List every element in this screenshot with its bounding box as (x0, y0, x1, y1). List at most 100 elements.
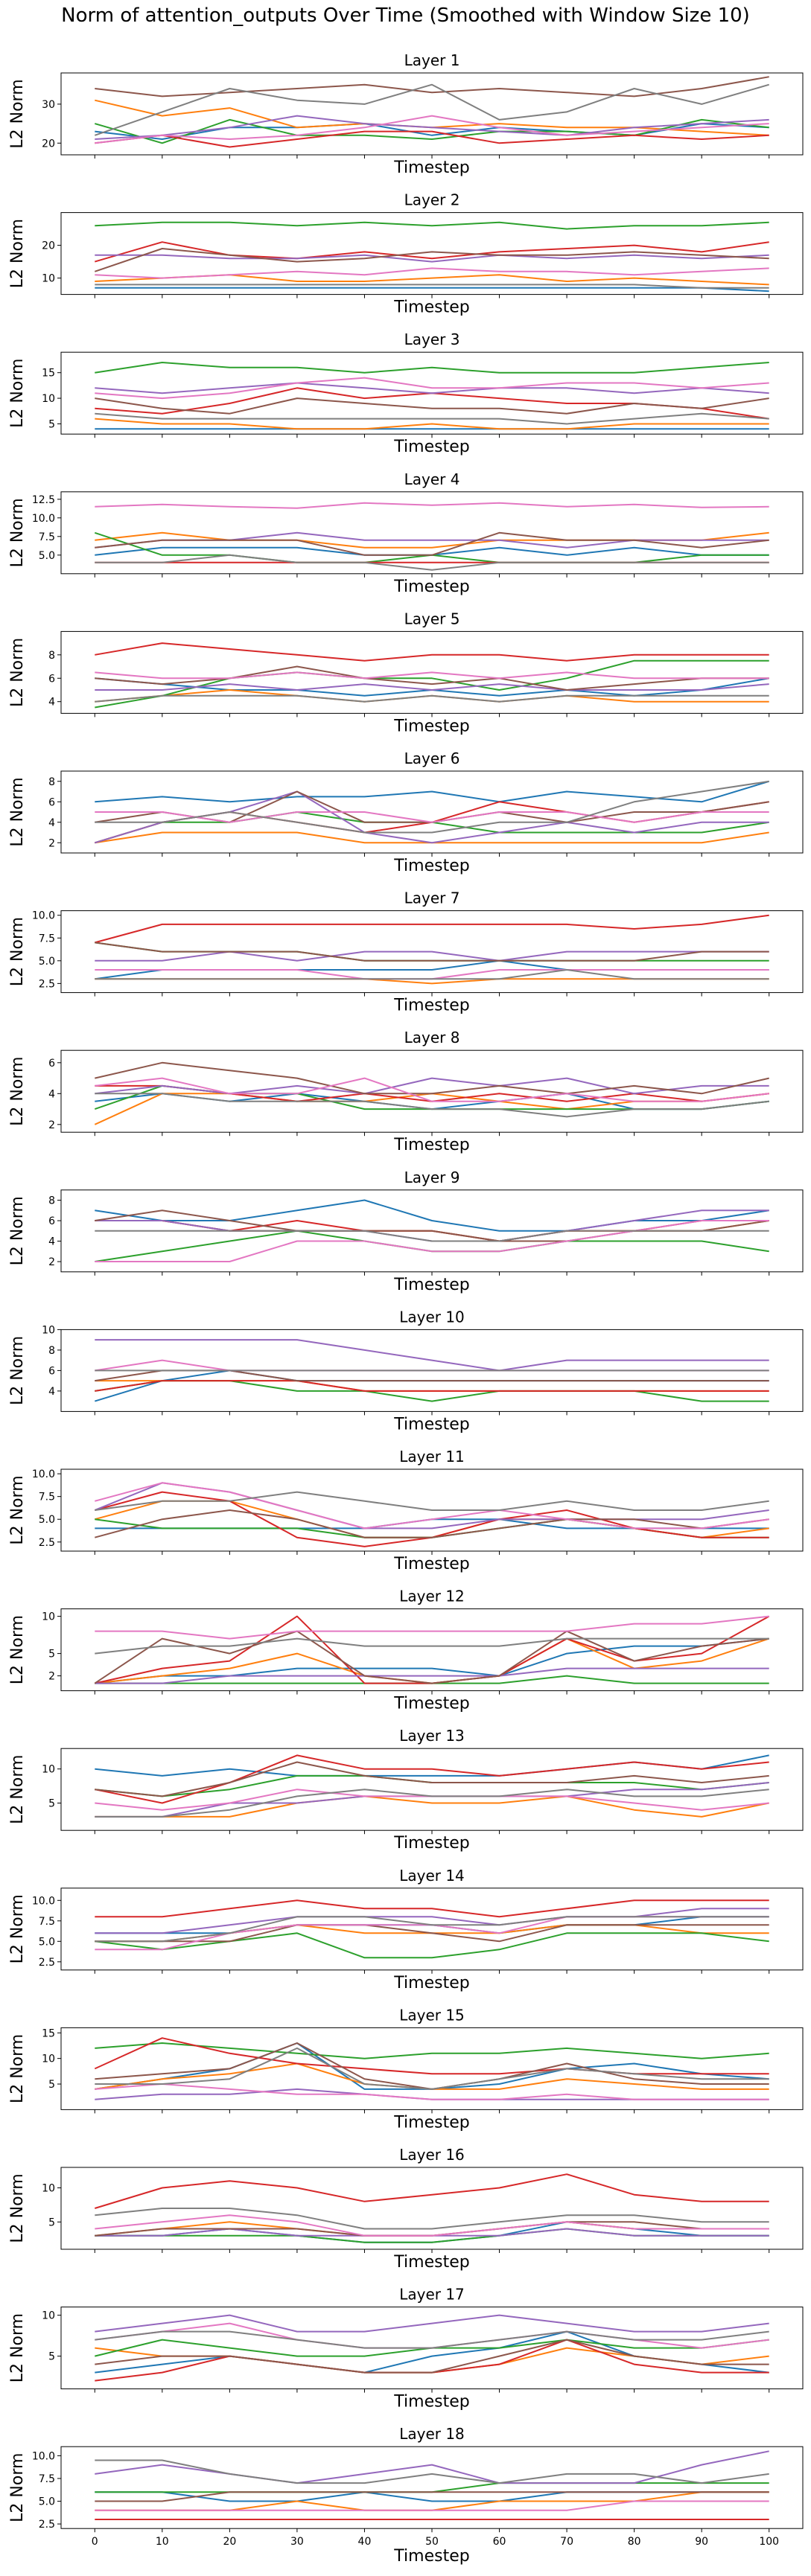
subplot-title: Layer 12 (399, 1588, 465, 1605)
series-line-7 (95, 1615, 769, 1640)
series-line-6 (95, 2339, 769, 2374)
y-axis-label: L2 Norm (8, 1057, 27, 1126)
y-tick-label: 2.5 (39, 1537, 55, 1549)
series-line-5 (94, 1482, 769, 1530)
y-tick-label: 4 (48, 697, 55, 709)
y-axis-label: L2 Norm (8, 2034, 27, 2103)
series-line-7 (95, 502, 769, 509)
series-line-2 (95, 418, 769, 430)
y-tick-label: 5 (48, 2079, 55, 2091)
series-line-7 (95, 811, 769, 823)
series-line-8 (95, 412, 769, 425)
y-tick-label: 6 (48, 1365, 55, 1377)
series-line-6 (94, 248, 769, 272)
y-tick-label: 4 (48, 1088, 55, 1100)
y-tick-label: 10.0 (32, 1895, 55, 1907)
series-line-6 (95, 397, 769, 415)
series-line-8 (95, 554, 769, 571)
y-axis-label: L2 Norm (8, 2173, 27, 2243)
y-tick-label: 4 (48, 817, 55, 829)
x-axis-label: Timestep (393, 578, 469, 596)
subplot-title: Layer 5 (404, 610, 460, 627)
x-axis-label: Timestep (393, 857, 469, 875)
x-tick-label: 50 (425, 2536, 439, 2548)
y-tick-label: 2.5 (39, 2519, 55, 2531)
y-axis-label: L2 Norm (8, 219, 27, 288)
series-line-6 (95, 665, 769, 691)
series-line-8 (95, 969, 769, 980)
y-tick-label: 8 (48, 1345, 55, 1357)
series-line-7 (95, 377, 769, 400)
y-tick-label: 5.0 (39, 2496, 55, 2508)
y-tick-label: 5 (48, 1798, 55, 1810)
y-tick-label: 7.5 (39, 933, 55, 945)
y-tick-label: 7.5 (39, 1492, 55, 1503)
series-line-8 (95, 1491, 769, 1511)
subplot-7: Layer 7 2.5 5.0 7.5 10.0 Timestep L2 Norm (8, 889, 804, 1015)
series-line-7 (95, 267, 769, 279)
series-line-6 (95, 1761, 769, 1797)
y-tick-label: 5.0 (39, 956, 55, 968)
series-line-1 (95, 1199, 769, 1232)
y-tick-label: 7.5 (39, 1916, 55, 1928)
y-axis-label: L2 Norm (8, 1475, 27, 1544)
x-tick-label: 30 (290, 2536, 304, 2548)
y-tick-label: 4 (48, 1236, 55, 1248)
y-axis-label: L2 Norm (8, 498, 27, 567)
subplot-17: Layer 17 5 10 Timestep L2 Norm (8, 2286, 804, 2412)
y-tick-label: 10.0 (32, 1468, 55, 1480)
series-line-3 (95, 2042, 769, 2059)
series-line-1 (95, 2330, 769, 2374)
y-tick-label: 6 (48, 796, 55, 808)
x-axis-label: Timestep (393, 2253, 469, 2272)
x-axis-label: Timestep (393, 2393, 469, 2412)
subplot-title: Layer 16 (399, 2146, 465, 2164)
series-line-7 (95, 2500, 769, 2511)
series-line-1 (95, 123, 769, 140)
subplot-title: Layer 14 (399, 1867, 465, 1885)
y-tick-label: 10 (42, 393, 55, 405)
series-line-4 (95, 914, 769, 944)
y-tick-label: 5.0 (39, 550, 55, 562)
y-tick-label: 4 (48, 1386, 55, 1398)
series-line-5 (95, 1077, 769, 1095)
subplot-title: Layer 9 (404, 1169, 460, 1186)
subplot-15: Layer 15 5 10 15 Timestep L2 Norm (8, 2006, 804, 2132)
y-tick-label: 2 (48, 1671, 55, 1683)
subplot-10: Layer 10 4 6 8 10 Timestep L2 Norm (8, 1308, 804, 1434)
x-tick-label: 70 (560, 2536, 573, 2548)
series-line-3 (95, 2482, 769, 2493)
y-tick-label: 6 (48, 1215, 55, 1227)
series-line-6 (95, 2491, 769, 2502)
x-axis-label: Timestep (393, 1834, 469, 1853)
y-axis-label: L2 Norm (8, 359, 27, 428)
y-axis-label: L2 Norm (8, 1755, 27, 1824)
subplot-title: Layer 2 (404, 191, 460, 209)
series-line-8 (95, 2459, 769, 2484)
figure-title: Norm of attention_outputs Over Time (Smo… (61, 4, 750, 27)
series-line-1 (95, 2042, 769, 2090)
x-axis-label: Timestep (393, 159, 469, 177)
series-line-1 (95, 546, 769, 556)
y-axis-label: L2 Norm (8, 917, 27, 986)
y-tick-label: 2 (48, 837, 55, 849)
y-tick-label: 8 (48, 1195, 55, 1207)
y-tick-label: 10.0 (32, 513, 55, 525)
x-axis-label: Timestep (393, 717, 469, 735)
series-line-6 (95, 531, 769, 556)
series-line-5 (95, 1782, 769, 1818)
y-tick-label: 6 (48, 1058, 55, 1070)
x-tick-label: 60 (493, 2536, 506, 2548)
subplot-2: Layer 2 10 20 Timestep L2 Norm (8, 191, 804, 317)
y-axis-label: L2 Norm (8, 1894, 27, 1963)
x-axis-label: Timestep (393, 438, 469, 456)
y-tick-label: 6 (48, 673, 55, 685)
series-line-5 (95, 683, 769, 691)
subplot-title: Layer 8 (404, 1029, 460, 1046)
y-tick-label: 2 (48, 1256, 55, 1268)
x-axis-label: Timestep (393, 298, 469, 317)
series-line-7 (95, 1220, 769, 1262)
series-line-3 (95, 1932, 769, 1959)
subplot-1: Layer 1 20 30 Timestep L2 Norm (8, 51, 804, 177)
